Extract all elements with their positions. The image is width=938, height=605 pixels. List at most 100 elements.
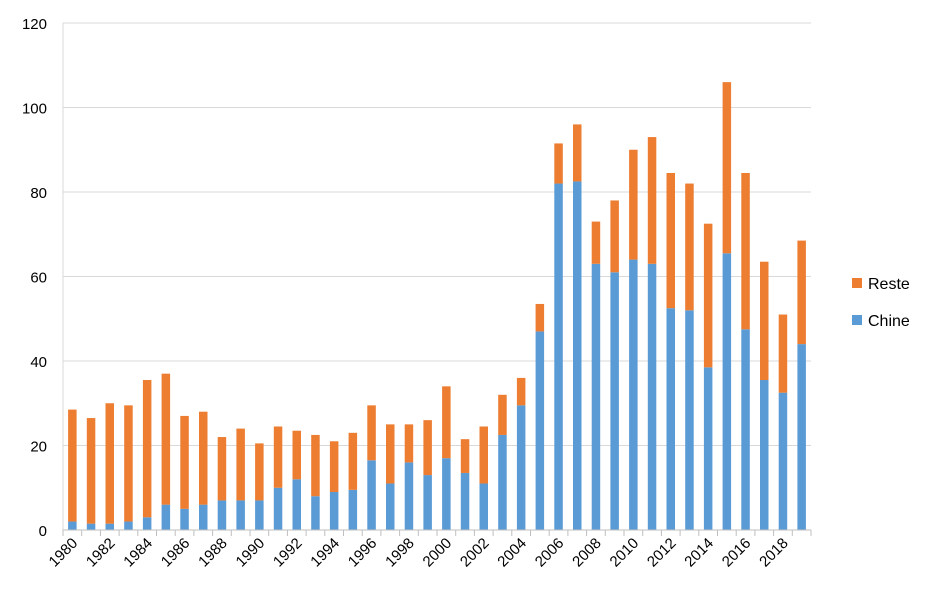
y-axis-tick-labels: 0 20 40 60 80 100 120	[22, 16, 47, 540]
x-tick-label: 1994	[307, 535, 343, 571]
bar-reste-2009	[610, 200, 619, 273]
bar-chine-2015	[722, 253, 732, 530]
bar-chine-1986	[180, 508, 189, 530]
bar-chine-1996	[367, 460, 376, 530]
bar-reste-1996	[367, 405, 376, 461]
bar-reste-1984	[142, 380, 152, 518]
bar-chine-2005	[535, 331, 545, 530]
bar-reste-2011	[647, 137, 657, 264]
bar-reste-1988	[217, 437, 227, 501]
bar-chine-2012	[666, 308, 675, 530]
x-tick-label: 1982	[83, 535, 119, 571]
bar-chine-1989	[236, 500, 245, 530]
bar-reste-1991	[273, 426, 283, 488]
bar-reste-2006	[554, 143, 563, 184]
bar-chine-1992	[292, 479, 301, 530]
bar-reste-2017	[760, 261, 769, 381]
bar-reste-1980	[68, 409, 77, 522]
x-tick-label: 1992	[270, 535, 306, 571]
bar-chine-2001	[460, 472, 470, 530]
bar-reste-2018	[778, 314, 788, 393]
bar-reste-1995	[348, 432, 358, 490]
bar-chine-1984	[142, 517, 152, 530]
bar-chine-2000	[442, 458, 451, 530]
x-tick-label: 2016	[719, 535, 755, 571]
bar-chine-1991	[273, 487, 283, 530]
bar-chine-2018	[778, 392, 788, 530]
y-tick-label: 80	[30, 185, 47, 202]
bar-chine-2002	[479, 483, 488, 530]
x-tick-label: 1988	[195, 535, 231, 571]
bar-chine-1988	[217, 500, 227, 530]
bar-chine-2011	[647, 263, 657, 530]
x-tick-label: 2010	[607, 535, 643, 571]
bar-chine-2004	[516, 405, 526, 530]
bar-series	[68, 82, 806, 531]
bar-reste-2015	[722, 82, 732, 254]
y-tick-label: 20	[30, 439, 47, 456]
x-tick-label: 2018	[756, 535, 792, 571]
bar-reste-2000	[442, 386, 451, 459]
bar-chine-1985	[161, 504, 171, 530]
bar-chine-2010	[629, 259, 638, 530]
y-tick-label: 0	[39, 523, 47, 540]
bar-chine-1987	[199, 504, 208, 530]
y-tick-label: 40	[30, 354, 47, 371]
bar-reste-2001	[460, 439, 470, 473]
x-axis-tick-labels: 1980 1982 1984 1986 1988 1990 1992 1994 1996 1998…	[46, 535, 792, 571]
bar-reste-1999	[423, 420, 432, 476]
x-axis	[62, 529, 812, 536]
bar-reste-1986	[180, 415, 189, 509]
bar-reste-1998	[404, 424, 414, 463]
y-tick-label: 100	[22, 101, 47, 118]
bar-chine-1993	[311, 496, 320, 530]
bar-reste-2004	[516, 377, 526, 406]
bar-reste-1989	[236, 428, 245, 501]
bar-chine-2016	[741, 329, 750, 530]
legend: Reste Chine	[852, 276, 910, 330]
bar-chine-1995	[348, 489, 358, 530]
x-tick-label: 1980	[46, 535, 82, 571]
bar-reste-2013	[685, 183, 694, 311]
x-tick-label: 2012	[644, 535, 680, 571]
bar-chine-1982	[105, 523, 114, 530]
x-tick-label: 1984	[120, 535, 156, 571]
x-tick-label: 1998	[382, 535, 418, 571]
bar-chine-2019	[797, 344, 806, 530]
x-tick-label: 2008	[569, 535, 605, 571]
bar-chine-1983	[124, 521, 133, 530]
x-tick-label: 2004	[494, 535, 530, 571]
bar-reste-1985	[161, 373, 171, 505]
bar-chine-1980	[68, 521, 77, 530]
bar-reste-2005	[535, 303, 545, 332]
bar-reste-2010	[629, 149, 638, 260]
bar-chine-1999	[423, 475, 432, 530]
bar-chine-2017	[760, 380, 769, 530]
x-tick-label: 2006	[532, 535, 568, 571]
bar-reste-2003	[498, 394, 507, 435]
bar-chine-2009	[610, 272, 619, 530]
bar-reste-1987	[199, 411, 208, 505]
bar-reste-1992	[292, 430, 301, 480]
bar-chine-1998	[404, 462, 414, 530]
bar-chine-2003	[498, 434, 507, 530]
bar-chine-1994	[329, 491, 339, 530]
bar-reste-2014	[703, 223, 713, 368]
y-tick-label: 60	[30, 270, 47, 287]
x-tick-label: 1986	[158, 535, 194, 571]
x-tick-label: 2002	[457, 535, 493, 571]
legend-swatch-chine	[852, 315, 862, 325]
bar-chine-1981	[86, 523, 96, 530]
bar-reste-2007	[573, 124, 582, 182]
x-tick-label: 2014	[681, 535, 717, 571]
bar-reste-2002	[479, 426, 488, 484]
bar-reste-1983	[124, 405, 133, 522]
bar-chine-2014	[703, 367, 713, 530]
y-tick-label: 120	[22, 16, 47, 33]
gridlines	[62, 22, 811, 531]
x-tick-label: 1996	[345, 535, 381, 571]
bar-reste-2008	[591, 221, 601, 264]
bar-chine-2006	[554, 183, 563, 531]
legend-swatch-reste	[852, 278, 862, 288]
